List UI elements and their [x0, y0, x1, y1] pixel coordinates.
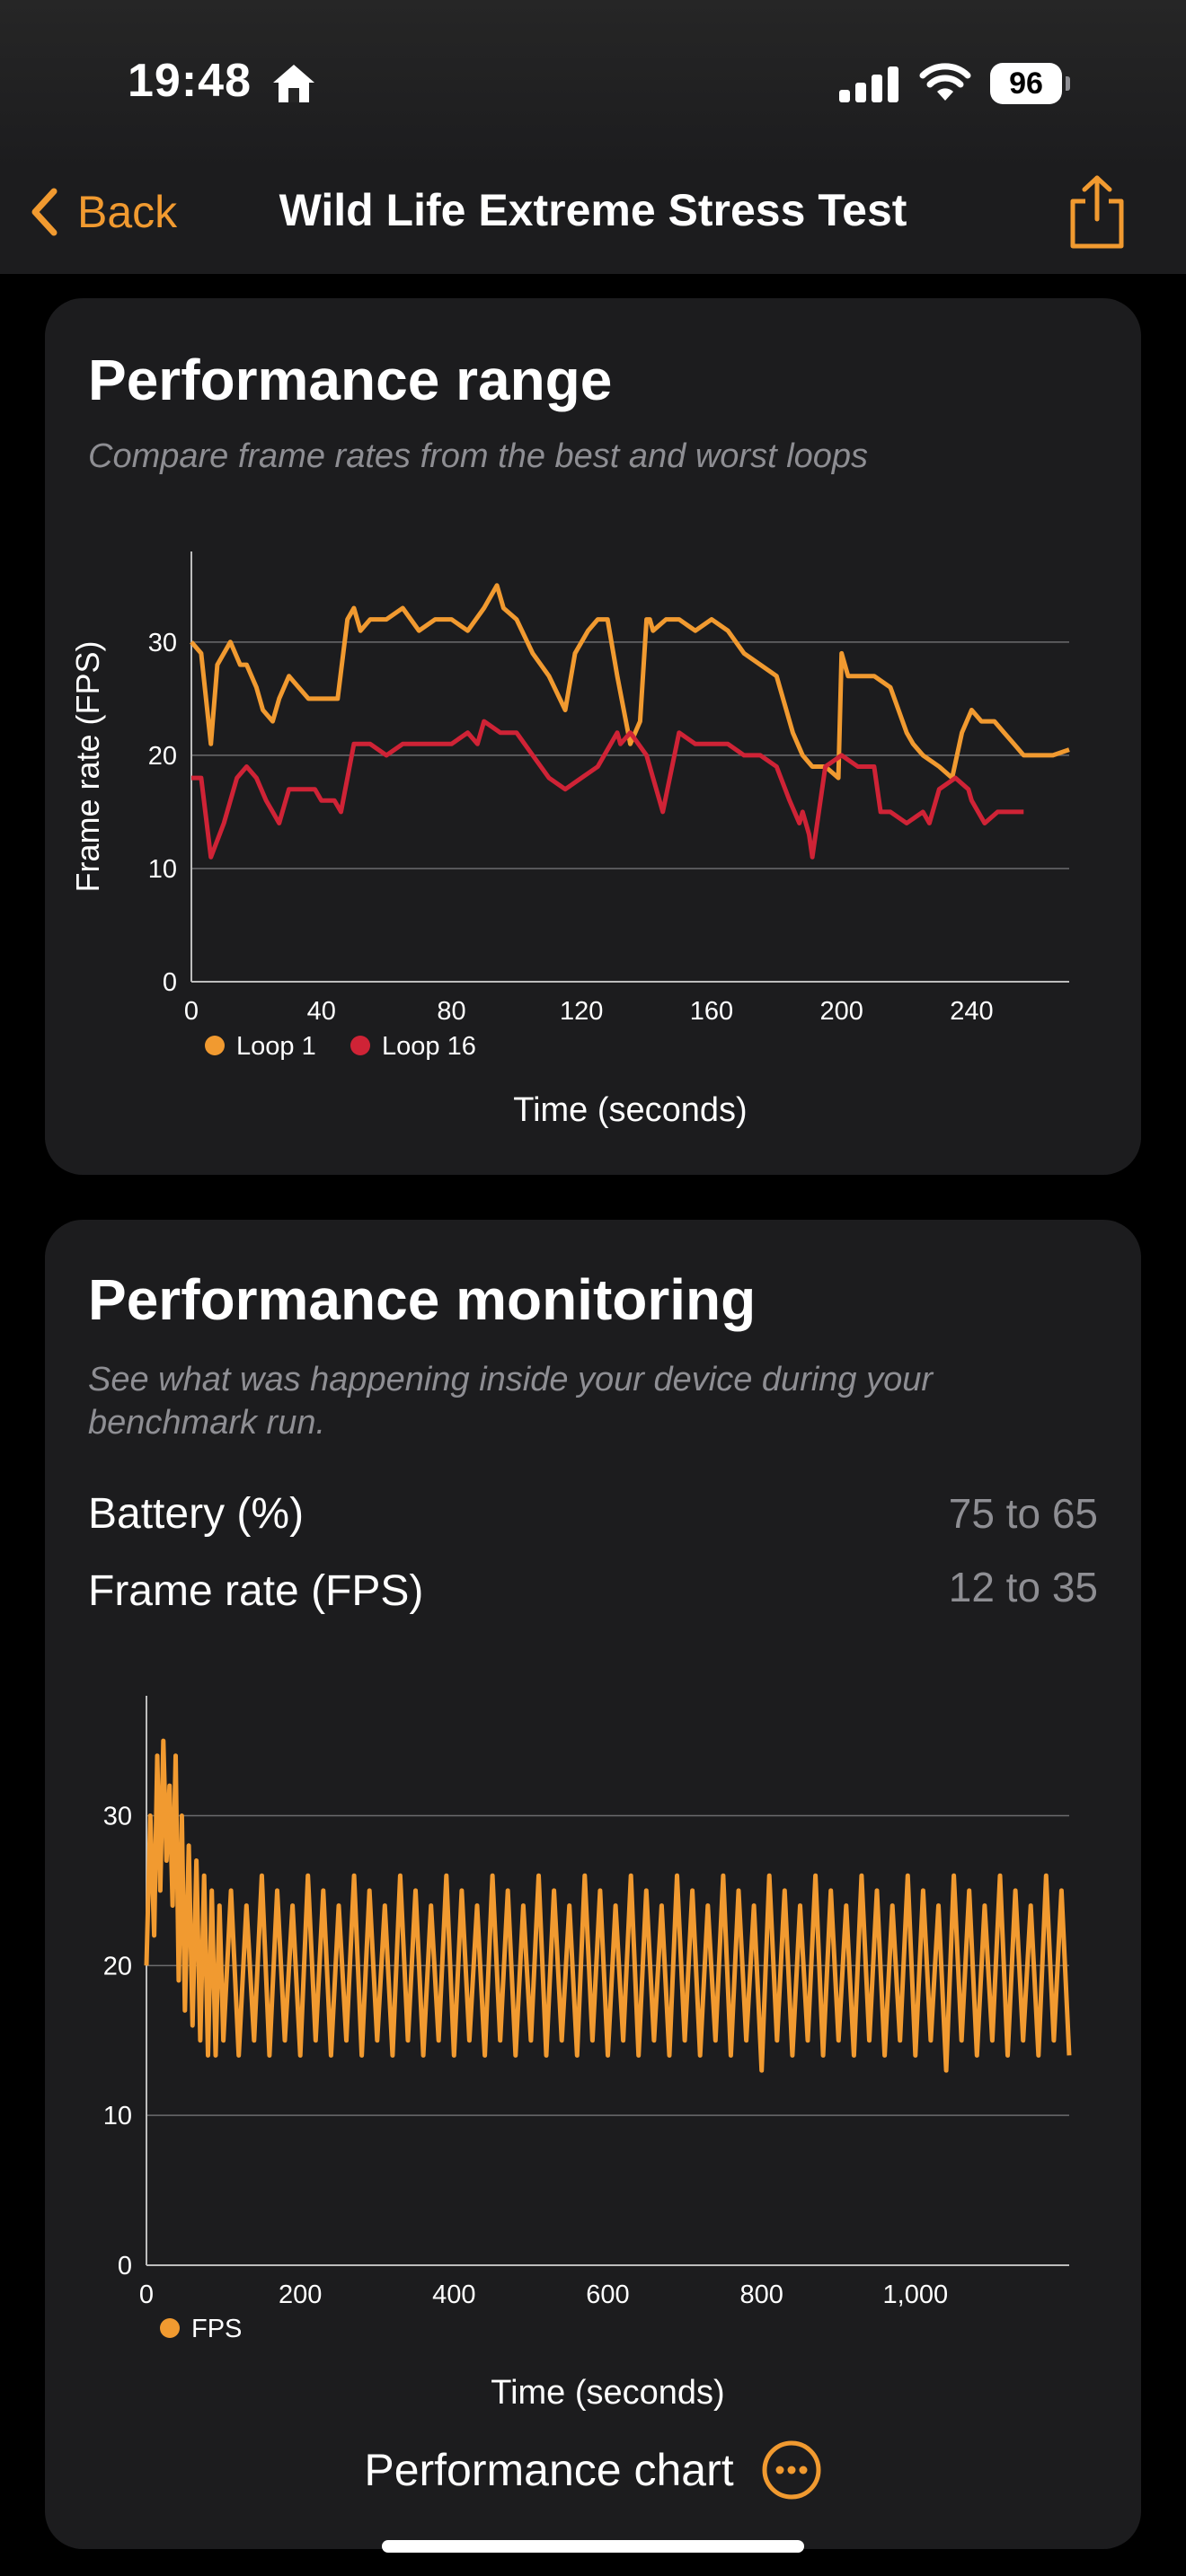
navigation-bar [0, 171, 1186, 274]
card-subtitle: See what was happening inside your devic… [88, 1361, 934, 1442]
y-tick-label: 10 [148, 855, 177, 884]
x-axis-title: Time (seconds) [491, 2374, 724, 2412]
back-label: Back [77, 187, 178, 237]
x-tick-label: 240 [950, 997, 993, 1026]
performance-monitoring-card: Performance monitoring See what was happ… [45, 1220, 1141, 2549]
x-tick-label: 0 [139, 2280, 154, 2309]
performance-range-chart: 0 10 20 30 0 40 80 120 160 200 240 Loop 1 Loop 16 Tim… [69, 551, 1070, 1129]
y-tick-label: 30 [103, 1802, 132, 1831]
battery-metric-value: 75 to 65 [948, 1490, 1098, 1537]
battery-indicator: 96 [990, 63, 1070, 104]
battery-metric-label: Battery (%) [88, 1490, 305, 1538]
y-tick-label: 0 [163, 968, 177, 997]
share-icon[interactable] [1066, 174, 1128, 250]
x-tick-label: 40 [307, 997, 336, 1026]
x-tick-label: 0 [184, 997, 199, 1026]
x-tick-label: 80 [437, 997, 465, 1026]
performance-chart-button[interactable]: Performance chart [45, 2434, 1141, 2506]
series-line [191, 719, 1024, 860]
home-indicator [382, 2540, 804, 2553]
y-tick-label: 20 [103, 1952, 132, 1981]
home-icon [273, 65, 314, 102]
performance-range-card: Performance range Compare frame rates fr… [45, 298, 1141, 1175]
framerate-metric-value: 12 to 35 [948, 1564, 1098, 1610]
y-axis-title: Frame rate (FPS) [69, 640, 106, 892]
legend-label: Loop 16 [382, 1032, 476, 1061]
card-title: Performance range [88, 348, 613, 412]
x-tick-label: 600 [586, 2280, 629, 2309]
y-tick-label: 10 [103, 2102, 132, 2130]
legend-label: Loop 1 [236, 1032, 316, 1061]
x-axis-title: Time (seconds) [513, 1091, 747, 1129]
legend-marker [350, 1036, 370, 1055]
y-tick-label: 0 [118, 2252, 132, 2280]
battery-tip [1066, 76, 1070, 91]
fps-chart: 0 10 20 30 0 200 400 600 800 1,000 FPS Time (second… [103, 1696, 1072, 2412]
wifi-icon [919, 63, 971, 101]
performance-chart-label: Performance chart [364, 2445, 734, 2495]
series-line [144, 1738, 1072, 2073]
back-button[interactable]: Back [31, 176, 177, 248]
x-tick-label: 120 [560, 997, 603, 1026]
framerate-metric-label: Frame rate (FPS) [88, 1567, 424, 1615]
card-title: Performance monitoring [88, 1267, 757, 1332]
x-tick-label: 400 [432, 2280, 475, 2309]
x-tick-label: 200 [279, 2280, 322, 2309]
x-tick-label: 200 [820, 997, 863, 1026]
status-bar [0, 0, 1186, 171]
legend-label: FPS [191, 2315, 242, 2343]
more-options-icon[interactable] [761, 2439, 822, 2501]
x-tick-label: 160 [690, 997, 733, 1026]
page-title: Wild Life Extreme Stress Test [279, 185, 907, 235]
status-time: 19:48 [128, 55, 252, 107]
series-line [190, 583, 1070, 781]
chevron-left-icon [31, 188, 58, 236]
x-tick-label: 1,000 [883, 2280, 949, 2309]
card-subtitle: Compare frame rates from the best and wo… [88, 437, 869, 475]
x-tick-label: 800 [739, 2280, 783, 2309]
legend-marker [160, 2318, 180, 2338]
y-tick-label: 20 [148, 742, 177, 771]
cellular-signal-icon [839, 66, 898, 102]
y-tick-label: 30 [148, 629, 177, 657]
battery-level: 96 [990, 63, 1062, 104]
legend-marker [205, 1036, 225, 1055]
